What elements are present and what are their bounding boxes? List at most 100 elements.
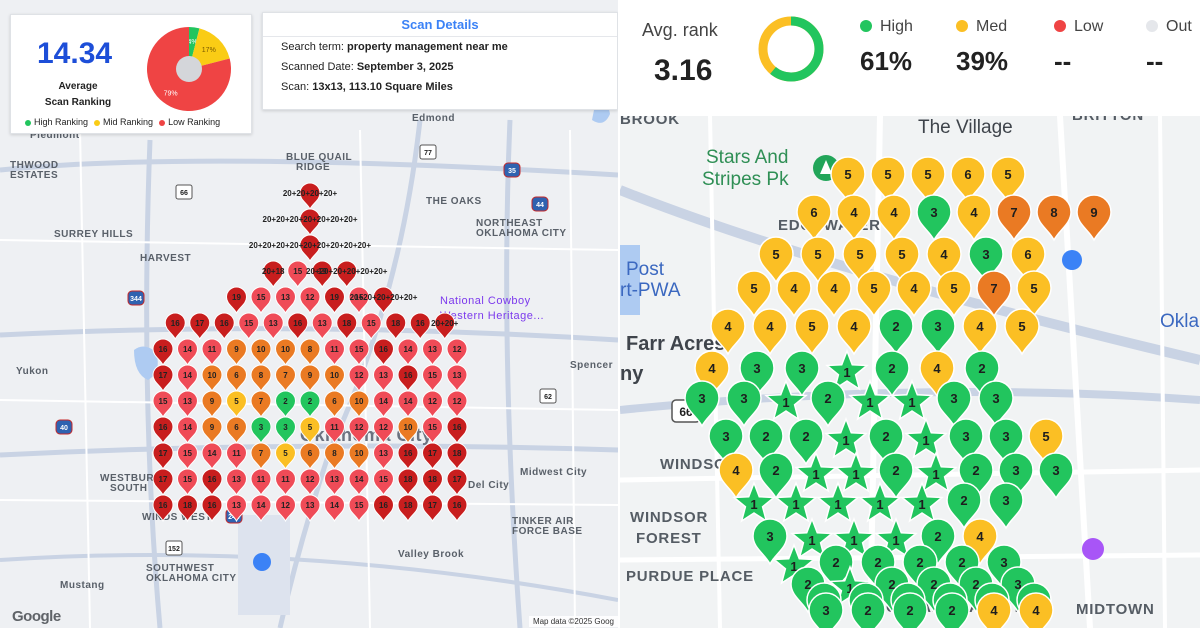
rank-pin[interactable]: 17 [446,468,468,497]
rank-pin[interactable]: 13 [225,468,248,497]
rank-pin[interactable]: 5 [758,236,794,284]
rank-pin[interactable]: 6 [323,390,346,419]
rank-pin[interactable]: 3 [920,308,956,356]
rank-pin[interactable]: 4 [816,270,852,318]
rank-pin[interactable]: 1 [890,378,934,421]
rank-pin[interactable]: 19 [225,286,248,315]
rank-pin[interactable]: 13 [311,312,333,341]
rank-pin[interactable]: 14 [176,416,199,445]
rank-pin[interactable]: 3 [916,194,952,242]
rank-pin[interactable]: 3 [274,416,297,445]
rank-pin[interactable]: 4 [962,308,998,356]
rank-pin[interactable]: 14 [323,494,346,523]
rank-pin[interactable]: 16 [201,494,223,523]
rank-pin[interactable]: 15 [421,416,444,445]
rank-pin[interactable]: 4 [752,308,788,356]
rank-pin[interactable]: 16 [201,468,223,497]
rank-pin[interactable]: 9 [299,364,321,393]
rank-pin[interactable]: 3 [936,380,972,428]
rank-pin[interactable]: 19 [311,260,333,289]
rank-pin[interactable]: 7 [996,194,1032,242]
rank-pin[interactable]: 6 [950,156,986,204]
rank-pin[interactable]: 8 [323,442,346,471]
rank-pin[interactable]: 3 [726,380,762,428]
rank-pin[interactable]: 18 [397,468,419,497]
rank-pin[interactable]: 5 [856,270,892,318]
rank-pin[interactable]: 2 [758,452,794,500]
rank-pin[interactable]: 3 [684,380,720,428]
rank-pin[interactable]: 1 [900,480,944,523]
rank-pin[interactable]: 20+20+20+20+ [283,182,338,211]
map-attribution[interactable]: Map data ©2025 Goog [528,616,618,627]
rank-pin[interactable]: 4 [896,270,932,318]
rank-pin[interactable]: 20+20+20+20+20+20+20+20+20+ [249,234,371,263]
rank-pin[interactable]: 2 [878,308,914,356]
rank-pin[interactable]: 5 [870,156,906,204]
rank-pin[interactable]: 12 [348,364,370,393]
rank-pin[interactable]: 6 [796,194,832,242]
rank-pin[interactable]: 5 [990,156,1026,204]
rank-pin[interactable]: 16 [152,494,174,523]
rank-pin[interactable]: 4 [976,592,1012,628]
rank-pin[interactable]: 6 [225,416,248,445]
rank-pin[interactable]: 14 [176,364,199,393]
rank-pin[interactable]: 12 [446,338,468,367]
rank-pin[interactable]: 15 [238,312,260,341]
rank-pin[interactable]: 5 [1004,308,1040,356]
rank-pin[interactable]: 11 [323,416,346,445]
rank-pin[interactable]: 1 [858,480,902,523]
rank-pin[interactable]: 13 [446,364,468,393]
rank-pin[interactable]: 12 [446,390,468,419]
rank-pin[interactable]: 1 [816,480,860,523]
rank-pin[interactable]: 16 [372,494,395,523]
rank-pin[interactable]: 10 [397,416,419,445]
rank-pin[interactable]: 14 [250,494,272,523]
rank-pin[interactable]: 1 [834,450,878,493]
rank-pin[interactable]: 12 [274,494,297,523]
rank-pin[interactable]: 7 [250,442,272,471]
rank-pin[interactable]: 13 [274,286,297,315]
rank-pin[interactable]: 13 [372,442,395,471]
rank-pin[interactable]: 1 [774,480,818,523]
rank-pin[interactable]: 1 [794,450,838,493]
rank-pin[interactable]: 10 [348,442,370,471]
rank-pin[interactable]: 2 [874,350,910,398]
rank-pin[interactable]: 2 [788,418,824,466]
rank-pin[interactable]: 13 [421,338,444,367]
rank-pin[interactable]: 3 [784,350,820,398]
rank-pin[interactable]: 12 [421,390,444,419]
rank-pin[interactable]: 1 [732,480,776,523]
rank-pin[interactable]: 16 [164,312,186,341]
rank-pin[interactable]: 1 [874,516,918,559]
rank-pin[interactable]: 4 [836,308,872,356]
rank-pin[interactable]: 11 [323,338,346,367]
rank-pin[interactable]: 14 [348,468,370,497]
rank-pin[interactable]: 4 [876,194,912,242]
rank-pin[interactable]: 15 [372,468,395,497]
rank-pin[interactable]: 12 [299,286,321,315]
rank-pin[interactable]: 13 [299,494,321,523]
left-map-panel[interactable]: 776635443444024015262 PiedmontEdmondTHWO… [0,0,618,628]
rank-pin[interactable]: 10 [201,364,223,393]
rank-pin[interactable]: 14 [372,390,395,419]
rank-pin[interactable]: 9 [201,390,223,419]
rank-pin[interactable]: 6 [299,442,321,471]
rank-pin[interactable]: 3 [752,518,788,566]
rank-pin[interactable]: 13 [372,364,395,393]
rank-pin[interactable]: 10 [274,338,297,367]
rank-pin[interactable]: 15 [348,338,370,367]
rank-pin[interactable]: 1 [914,450,958,493]
rank-pin[interactable]: 17 [152,442,174,471]
rank-pin[interactable]: 13 [225,494,248,523]
rank-pin[interactable]: 8 [250,364,272,393]
rank-pin[interactable]: 4 [1018,592,1054,628]
rank-pin[interactable]: 14 [397,390,419,419]
rank-pin[interactable]: 12 [348,416,370,445]
rank-pin[interactable]: 15 [360,312,382,341]
rank-pin[interactable]: 17 [152,364,174,393]
rank-pin[interactable]: 10 [348,390,370,419]
rank-pin[interactable]: 11 [274,468,297,497]
rank-pin[interactable]: 4 [710,308,746,356]
rank-pin[interactable]: 9 [201,416,223,445]
rank-pin[interactable]: 7 [250,390,272,419]
